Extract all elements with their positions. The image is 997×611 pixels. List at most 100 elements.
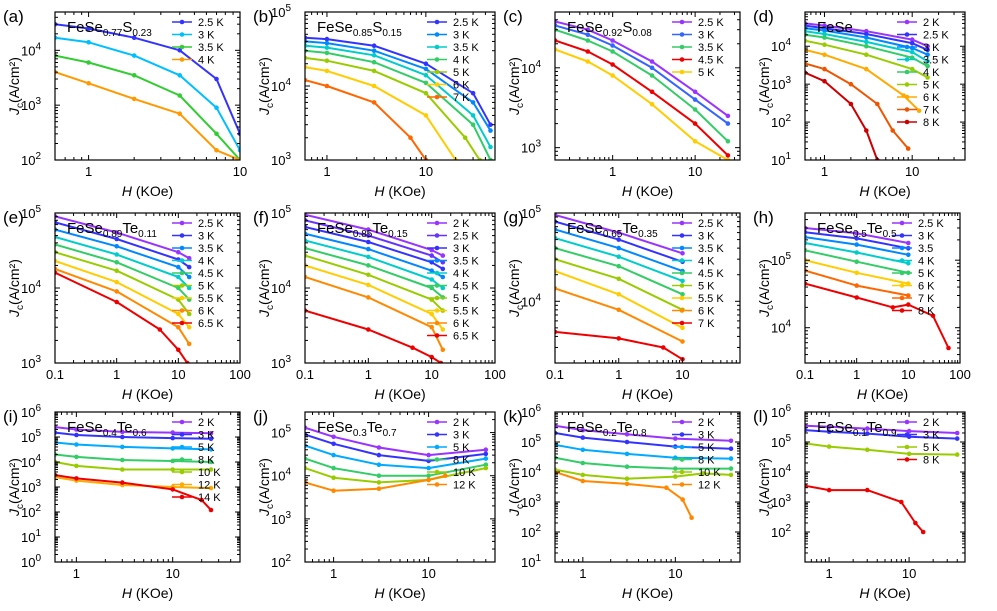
- panel-title-element: S: [622, 19, 632, 36]
- y-tick-label: 104: [21, 41, 41, 58]
- x-tick-label: 1: [579, 566, 586, 581]
- y-tick-base: 10: [521, 465, 535, 480]
- x-axis-symbol: H: [859, 585, 870, 601]
- y-tick-label: 106: [21, 403, 41, 420]
- y-tick-base: 10: [21, 455, 35, 470]
- data-point: [822, 78, 827, 84]
- x-axis-symbol: H: [622, 585, 633, 601]
- data-point: [371, 83, 377, 89]
- y-tick-label: 100: [21, 553, 41, 570]
- legend-label: 5 K: [923, 442, 940, 454]
- y-axis-subscript: c: [15, 305, 26, 310]
- panel-title: FeSe0.89Te0.11: [67, 220, 157, 240]
- data-point: [649, 89, 655, 95]
- legend-label: 3.5 K: [198, 243, 224, 255]
- data-point: [946, 345, 951, 351]
- legend-label: 5 K: [453, 442, 470, 454]
- x-axis-unit: (KOe): [132, 386, 173, 402]
- data-point: [208, 459, 214, 465]
- legend-label: 7 K: [923, 105, 940, 117]
- data-point: [176, 285, 181, 291]
- x-tick-label: 10: [421, 566, 435, 581]
- data-point: [214, 148, 219, 153]
- legend-marker: [434, 220, 440, 226]
- y-axis-subscript: c: [515, 305, 526, 310]
- legend-marker: [179, 220, 185, 226]
- legend-marker: [899, 270, 905, 276]
- plot-area: [555, 213, 685, 362]
- series-line: [555, 24, 729, 125]
- data-point: [440, 285, 446, 291]
- panel-title: FeSe: [817, 19, 853, 36]
- legend-marker: [899, 220, 905, 226]
- legend-marker: [904, 107, 910, 112]
- data-point: [616, 307, 621, 313]
- data-point: [331, 475, 336, 481]
- legend-marker: [434, 308, 440, 313]
- y-tick-exponent: 2: [785, 523, 791, 534]
- data-point: [899, 499, 904, 505]
- data-point: [426, 477, 431, 483]
- y-tick-label: 101: [21, 528, 41, 545]
- legend-marker: [679, 245, 685, 251]
- legend-label: 8 K: [453, 455, 470, 467]
- legend-label: 6.5 K: [198, 318, 224, 330]
- legend-marker: [434, 320, 440, 326]
- y-tick-label: 104: [21, 279, 41, 296]
- legend-marker: [904, 94, 910, 100]
- data-point: [462, 135, 468, 140]
- y-tick-exponent: 4: [285, 279, 291, 290]
- y-tick-label: 104: [771, 37, 791, 54]
- y-axis-label: Jc(A/cm²): [756, 458, 776, 517]
- data-point: [86, 81, 91, 86]
- y-axis-unit: (A/cm²): [756, 458, 772, 504]
- data-point: [616, 254, 621, 259]
- data-point: [826, 424, 832, 430]
- legend-label: 6 K: [918, 281, 935, 293]
- legend-label: 5 K: [918, 268, 935, 280]
- data-point: [429, 311, 435, 317]
- data-point: [483, 462, 489, 468]
- y-tick-label: 105: [521, 204, 541, 221]
- data-point: [890, 305, 896, 310]
- legend-label: 3 K: [923, 430, 940, 442]
- y-axis-subscript: c: [765, 103, 776, 108]
- data-point: [624, 476, 630, 482]
- legend-marker: [904, 69, 910, 75]
- series-line: [805, 282, 950, 349]
- y-tick-label: 105: [271, 424, 291, 441]
- data-point: [429, 247, 435, 253]
- data-point: [177, 111, 182, 116]
- data-point: [371, 53, 377, 58]
- panel-title-element: Te: [867, 419, 883, 436]
- x-axis-unit: (KOe): [869, 585, 910, 601]
- y-tick-label: 101: [771, 151, 791, 168]
- chart-panel-9: 2 K3 K5 K8 K10 K12 K14 K1 101001011021031…: [3, 403, 241, 601]
- legend-marker: [434, 469, 440, 475]
- legend-label: 3.5 K: [453, 42, 479, 54]
- y-axis-symbol: J: [756, 107, 772, 116]
- panel-title: FeSe0.4Te0.6: [67, 419, 147, 439]
- data-point: [176, 264, 181, 270]
- legend-marker: [434, 295, 440, 301]
- data-point: [728, 456, 734, 461]
- data-point: [580, 435, 586, 440]
- legend-label: 12 K: [698, 480, 721, 492]
- panel-label: (e): [3, 208, 24, 227]
- data-point: [875, 101, 880, 107]
- panel-title-base: FeSe: [67, 419, 103, 436]
- y-tick-label: 103: [521, 493, 541, 510]
- legend-marker: [179, 469, 185, 475]
- legend-marker: [899, 233, 905, 238]
- legend-label: 4 K: [918, 256, 935, 268]
- data-point: [429, 253, 435, 258]
- data-point: [426, 465, 431, 471]
- x-axis-symbol: H: [622, 386, 633, 402]
- legend-marker: [899, 295, 905, 301]
- plot-area: [305, 425, 489, 494]
- data-point: [673, 436, 678, 441]
- data-point: [826, 429, 832, 435]
- panel-title-element: Te: [867, 220, 883, 237]
